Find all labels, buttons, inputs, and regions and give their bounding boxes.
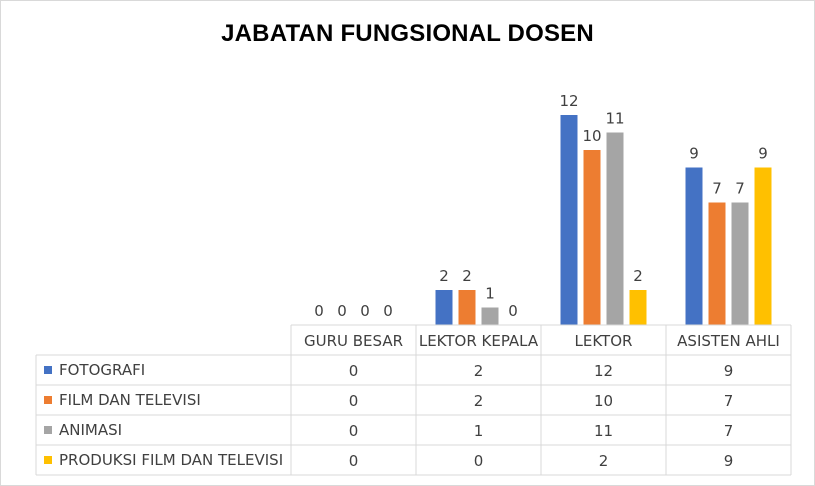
series-name: ANIMASI	[59, 421, 122, 439]
data-label-0-2: 12	[559, 92, 578, 110]
table-value: 0	[349, 362, 359, 380]
table-value: 0	[349, 422, 359, 440]
series-name: FILM DAN TELEVISI	[59, 391, 201, 409]
table-value: 11	[594, 422, 613, 440]
legend-key	[44, 456, 52, 464]
table-value: 7	[724, 422, 734, 440]
data-label-1-1: 2	[462, 267, 472, 285]
bar-2-3	[731, 202, 749, 325]
data-label-0-3: 9	[689, 145, 699, 163]
table-value: 2	[474, 362, 484, 380]
legend-key	[44, 366, 52, 374]
table-value: 0	[349, 392, 359, 410]
bar-0-3	[685, 167, 703, 325]
bar-2-1	[481, 307, 499, 325]
bar-0-1	[435, 290, 453, 325]
bar-3-2	[629, 290, 647, 325]
table-value: 10	[594, 392, 613, 410]
data-label-2-0: 0	[360, 302, 370, 320]
bar-2-2	[606, 132, 624, 325]
series-name: PRODUKSI FILM DAN TELEVISI	[59, 451, 283, 469]
table-value: 9	[724, 452, 734, 470]
table-value: 7	[724, 392, 734, 410]
category-label: ASISTEN AHLI	[677, 332, 780, 350]
data-label-0-0: 0	[314, 302, 324, 320]
bar-3-3	[754, 167, 772, 325]
series-name: FOTOGRAFI	[59, 361, 145, 379]
table-value: 2	[599, 452, 609, 470]
data-label-1-2: 10	[582, 127, 601, 145]
data-label-0-1: 2	[439, 267, 449, 285]
data-label-3-1: 0	[508, 302, 518, 320]
data-label-3-2: 2	[633, 267, 643, 285]
category-label: GURU BESAR	[304, 332, 403, 350]
bar-1-2	[583, 150, 601, 325]
data-label-3-3: 9	[758, 145, 768, 163]
category-label: LEKTOR KEPALA	[419, 332, 539, 350]
legend-key	[44, 426, 52, 434]
data-label-1-0: 0	[337, 302, 347, 320]
data-label-2-2: 11	[605, 110, 624, 128]
bar-1-3	[708, 202, 726, 325]
data-label-2-1: 1	[485, 285, 495, 303]
table-value: 2	[474, 392, 484, 410]
data-label-1-3: 7	[712, 180, 722, 198]
table-value: 0	[474, 452, 484, 470]
legend-key	[44, 396, 52, 404]
table-value: 9	[724, 362, 734, 380]
table-value: 0	[349, 452, 359, 470]
category-label: LEKTOR	[575, 332, 633, 350]
bar-0-2	[560, 115, 578, 325]
data-label-2-3: 7	[735, 180, 745, 198]
chart-title: JABATAN FUNGSIONAL DOSEN	[221, 20, 594, 47]
bar-1-1	[458, 290, 476, 325]
data-label-3-0: 0	[383, 302, 393, 320]
table-value: 1	[474, 422, 484, 440]
table-value: 12	[594, 362, 613, 380]
